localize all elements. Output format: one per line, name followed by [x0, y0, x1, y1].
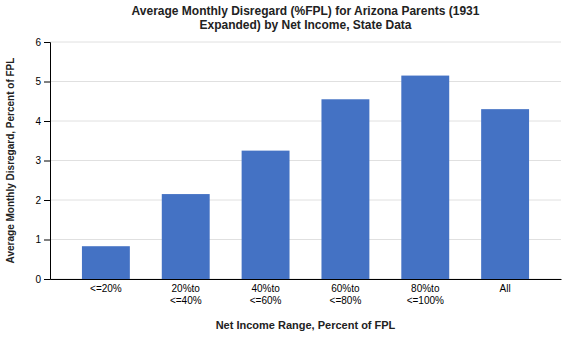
- x-tick-label: All: [500, 283, 511, 294]
- bar: [82, 246, 130, 279]
- x-tick-label-line: 40%to: [251, 283, 280, 294]
- x-tick-label: 40%to<=60%: [250, 283, 282, 306]
- x-tick-label: 60%to<=80%: [330, 283, 362, 306]
- grid-line: [50, 81, 561, 82]
- x-axis: <=20% 20%to<=40% 40%to<=60% 60%to<=80% 80%to…: [51, 279, 562, 306]
- x-tick: 40%to<=60%: [250, 279, 282, 306]
- x-tick-label-line: 20%to: [172, 283, 201, 294]
- x-tick-label-line: <=20%: [90, 283, 122, 294]
- y-tick: 4: [35, 116, 50, 127]
- x-tick: All: [500, 279, 511, 294]
- title-line: Average Monthly Disregard (%FPL) for Ari…: [132, 4, 480, 18]
- y-tick: 2: [35, 195, 50, 206]
- chart: 0 1 2 3 4 5 6 <=20% 20%to<=40% 40%to<=60% 60%to<=8…: [0, 0, 577, 337]
- y-tick-label: 0: [35, 274, 41, 285]
- grid-line: [50, 42, 561, 43]
- y-tick: 1: [35, 234, 50, 245]
- x-tick-label-line: 80%to: [411, 283, 440, 294]
- x-axis-title: Net Income Range, Percent of FPL: [216, 319, 396, 331]
- y-tick-label: 5: [35, 76, 41, 87]
- y-tick-mark: [44, 82, 50, 83]
- y-tick-label: 3: [35, 155, 41, 166]
- y-axis: 0 1 2 3 4 5 6: [35, 37, 50, 285]
- grid: [50, 42, 561, 279]
- y-tick-mark: [44, 240, 50, 241]
- x-axis-line: [51, 279, 562, 280]
- x-tick-label-line: <=60%: [250, 295, 282, 306]
- x-tick: <=20%: [90, 279, 122, 294]
- y-tick-label: 1: [35, 234, 41, 245]
- x-tick-label-line: All: [500, 283, 511, 294]
- y-tick-mark: [44, 279, 50, 280]
- y-tick-mark: [44, 121, 50, 122]
- y-tick-label: 6: [35, 37, 41, 48]
- y-tick: 6: [35, 37, 50, 48]
- y-tick-label: 2: [35, 195, 41, 206]
- bar: [481, 109, 529, 279]
- x-tick-label-line: 60%to: [331, 283, 360, 294]
- y-tick-mark: [44, 42, 50, 43]
- x-tick: 20%to<=40%: [170, 279, 202, 306]
- bar: [162, 194, 210, 279]
- bar: [321, 99, 369, 279]
- x-tick-label: 80%to<=100%: [407, 283, 444, 306]
- y-tick: 0: [35, 274, 50, 285]
- x-tick: 60%to<=80%: [330, 279, 362, 306]
- y-tick: 5: [35, 76, 50, 87]
- x-tick-label-line: <=40%: [170, 295, 202, 306]
- x-tick-label: <=20%: [90, 283, 122, 294]
- x-tick-label-line: <=100%: [407, 295, 444, 306]
- y-tick-mark: [44, 200, 50, 201]
- y-tick: 3: [35, 155, 50, 166]
- x-tick: 80%to<=100%: [407, 279, 444, 306]
- y-axis-title: Average Monthly Disregard, Percent of FP…: [5, 58, 16, 264]
- bar: [242, 151, 290, 279]
- bar: [401, 76, 449, 279]
- x-tick-label-line: <=80%: [330, 295, 362, 306]
- title: Average Monthly Disregard (%FPL) for Ari…: [132, 4, 480, 32]
- bars: [82, 76, 529, 279]
- title-line: Expanded) by Net Income, State Data: [199, 18, 411, 32]
- x-tick-label: 20%to<=40%: [170, 283, 202, 306]
- plot-area: 0 1 2 3 4 5 6 <=20% 20%to<=40% 40%to<=60% 60%to<=8…: [35, 37, 561, 306]
- y-axis-line: [44, 43, 51, 280]
- y-tick-label: 4: [35, 116, 41, 127]
- y-tick-mark: [44, 161, 50, 162]
